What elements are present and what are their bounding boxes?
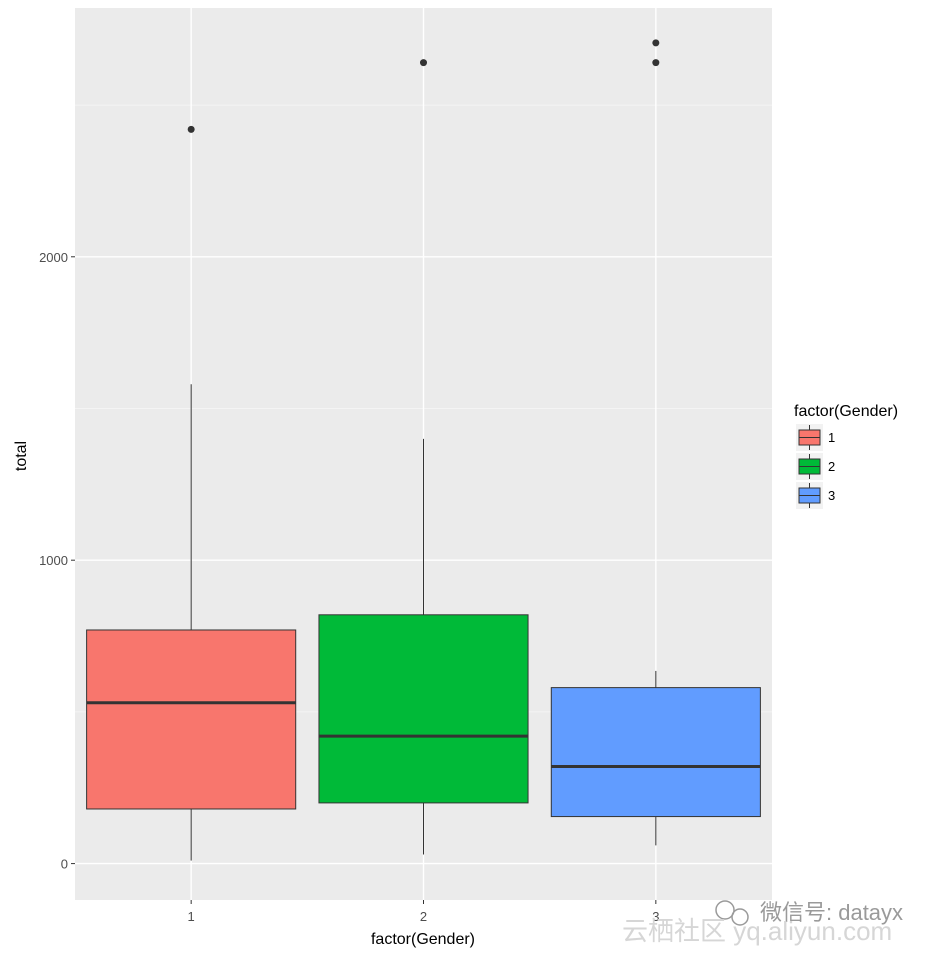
box-body: [318, 614, 529, 804]
outlier-point: [652, 39, 660, 47]
y-tick-label: 1000: [39, 553, 68, 568]
x-axis: 1 2 3: [188, 900, 659, 924]
outlier-point: [652, 59, 660, 67]
legend-label: 1: [828, 430, 835, 445]
y-tick-label: 2000: [39, 250, 68, 265]
y-axis: 0 1000 2000: [39, 250, 75, 872]
legend-title: factor(Gender): [794, 403, 898, 420]
legend-label: 3: [828, 488, 835, 503]
watermark-subtext: 云栖社区 yq.aliyun.com: [622, 916, 892, 946]
box-group-2: [318, 59, 529, 855]
x-axis-title: factor(Gender): [371, 931, 475, 948]
legend-label: 2: [828, 459, 835, 474]
boxes: [86, 39, 761, 861]
box-group-1: [86, 125, 297, 861]
outlier-point: [420, 59, 427, 67]
box-body: [550, 687, 761, 818]
legend-key-3: 3: [796, 482, 835, 509]
legend-key-1: 1: [796, 424, 835, 451]
legend: factor(Gender) 1 2 3: [794, 403, 898, 509]
x-tick-label: 1: [188, 909, 195, 924]
watermark-text: 微信号: datayx: [760, 900, 903, 925]
legend-key-2: 2: [796, 453, 835, 480]
y-tick-label: 0: [61, 857, 68, 872]
box-body: [86, 629, 297, 810]
x-tick-label: 3: [652, 909, 659, 924]
x-tick-label: 2: [420, 909, 427, 924]
box-group-3: [550, 39, 761, 846]
watermark: 微信号: datayx 云栖社区 yq.aliyun.com: [622, 900, 903, 946]
wechat-icon: [715, 900, 749, 926]
outlier-point: [187, 125, 195, 133]
y-axis-title: total: [13, 441, 30, 471]
